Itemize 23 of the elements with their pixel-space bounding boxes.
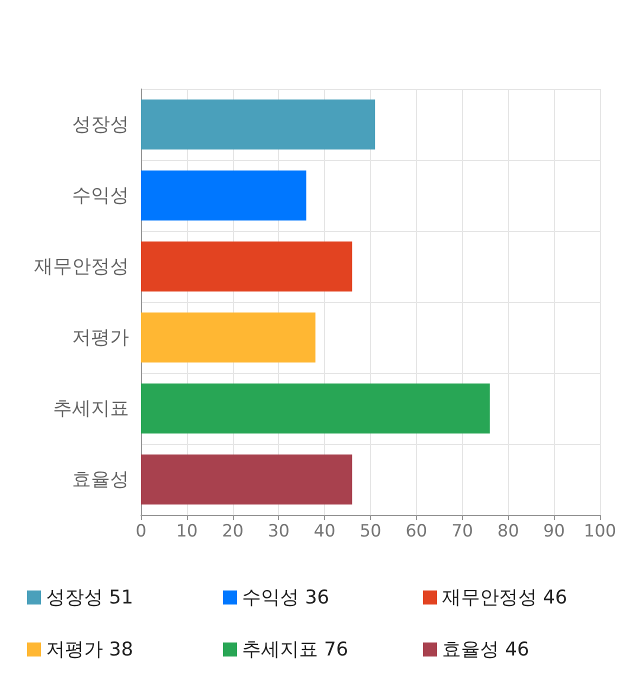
- x-tick-label: 0: [136, 522, 146, 542]
- legend-label: 저평가 38: [46, 638, 134, 660]
- legend-label: 재무안정성 46: [442, 586, 568, 608]
- y-tick-label: 저평가: [72, 326, 129, 348]
- x-tick-label: 90: [543, 522, 565, 542]
- x-tick-label: 30: [268, 522, 290, 542]
- legend-label: 성장성 51: [46, 586, 134, 608]
- legend-label: 수익성 36: [242, 586, 330, 608]
- y-tick-label: 효율성: [72, 468, 129, 490]
- y-tick-label: 성장성: [72, 114, 129, 136]
- y-tick-label: 수익성: [72, 184, 129, 206]
- x-tick-label: 60: [406, 522, 428, 542]
- y-tick-label: 추세지표: [53, 398, 129, 420]
- x-tick-label: 80: [497, 522, 520, 542]
- x-tick-label: 10: [176, 522, 198, 542]
- x-tick-label: 40: [314, 522, 336, 542]
- y-tick-label: 재무안정성: [34, 256, 129, 278]
- x-tick-label: 70: [451, 522, 474, 542]
- legend-label: 추세지표 76: [242, 638, 348, 660]
- x-tick-label: 20: [222, 522, 244, 542]
- x-tick-label: 50: [360, 522, 382, 542]
- x-tick-label: 100: [584, 522, 616, 542]
- legend-label: 효율성 46: [442, 638, 530, 660]
